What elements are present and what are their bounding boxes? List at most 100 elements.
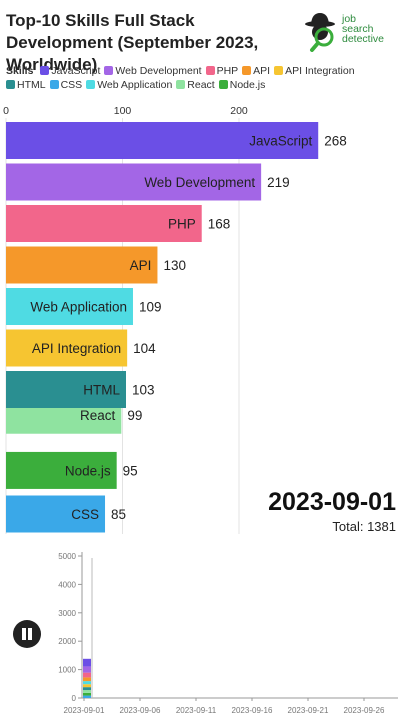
bar-value-label: 168 bbox=[208, 217, 231, 232]
bar-value-label: 85 bbox=[111, 507, 126, 522]
legend-swatch bbox=[6, 80, 15, 89]
legend-swatch bbox=[49, 80, 59, 89]
chart-title: Top-10 Skills Full Stack Development (Se… bbox=[6, 11, 259, 74]
area-layer bbox=[83, 690, 91, 693]
bar-label: Web Application bbox=[30, 300, 127, 315]
area-layer bbox=[83, 684, 91, 688]
job-search-detective-logo: job search detective bbox=[304, 10, 400, 52]
y-tick-label: 5000 bbox=[58, 552, 76, 561]
y-tick-label: 4000 bbox=[58, 580, 76, 589]
legend-label: PHP bbox=[216, 65, 239, 77]
area-layer bbox=[83, 666, 91, 673]
bar-label: React bbox=[80, 408, 116, 423]
bar bbox=[6, 246, 158, 284]
x-tick-label: 2023-09-06 bbox=[120, 706, 161, 715]
x-tick-label: 100 bbox=[114, 105, 132, 117]
total-count: Total: 1381 bbox=[332, 519, 396, 534]
bar-label: Web Development bbox=[144, 175, 255, 190]
pause-button[interactable] bbox=[13, 620, 41, 648]
bar-value-label: 268 bbox=[324, 134, 347, 149]
legend-swatch bbox=[86, 80, 96, 89]
bar-label: HTML bbox=[83, 383, 120, 398]
detective-icon bbox=[305, 13, 335, 52]
bar-value-label: 130 bbox=[163, 258, 186, 273]
bar bbox=[6, 329, 128, 367]
y-tick-label: 1000 bbox=[58, 666, 76, 675]
bar-label: API bbox=[130, 258, 152, 273]
legend-swatch bbox=[176, 80, 186, 89]
current-date: 2023-09-01 bbox=[268, 488, 396, 516]
bar-value-label: 109 bbox=[139, 300, 162, 315]
bar bbox=[6, 495, 106, 533]
legend-item[interactable]: CSS bbox=[49, 78, 83, 92]
bar-label: JavaScript bbox=[249, 134, 312, 149]
bar bbox=[6, 163, 262, 201]
legend-label: React bbox=[187, 79, 215, 91]
y-tick-label: 3000 bbox=[58, 609, 76, 618]
x-tick-label: 200 bbox=[230, 105, 248, 117]
bar-value-label: 104 bbox=[133, 341, 156, 356]
bar-label: Node.js bbox=[65, 463, 111, 478]
legend-items: JavaScript Web Development PHP API API Integ… bbox=[6, 65, 359, 91]
legend-label: API Integration bbox=[285, 65, 355, 77]
legend-label: Web Application bbox=[97, 79, 173, 91]
x-tick-label: 2023-09-11 bbox=[176, 706, 217, 715]
legend-item[interactable]: Node.js bbox=[218, 78, 266, 92]
bar bbox=[6, 288, 133, 325]
bar-label: PHP bbox=[168, 217, 196, 232]
legend-swatch bbox=[242, 66, 252, 75]
x-tick-label: 2023-09-16 bbox=[232, 706, 273, 715]
bar bbox=[6, 122, 319, 159]
legend-label: API bbox=[253, 65, 271, 77]
legend-item[interactable]: PHP bbox=[205, 64, 239, 78]
y-tick-label: 2000 bbox=[58, 637, 76, 646]
area-layer bbox=[83, 687, 91, 691]
bar-value-label: 99 bbox=[127, 408, 142, 423]
legend-title: Skills bbox=[6, 65, 34, 77]
legend-swatch bbox=[40, 66, 50, 75]
legend-item[interactable]: Web Development bbox=[104, 64, 202, 78]
area-layer bbox=[83, 677, 91, 682]
legend-label: JavaScript bbox=[51, 65, 101, 77]
area-layer bbox=[83, 658, 91, 667]
legend-swatch bbox=[205, 66, 215, 75]
legend-item[interactable]: JavaScript bbox=[40, 64, 100, 78]
pause-icon-bar bbox=[28, 628, 32, 640]
legend-label: Web Development bbox=[115, 65, 202, 77]
x-tick-label: 2023-09-01 bbox=[64, 706, 105, 715]
legend-item[interactable]: React bbox=[176, 78, 215, 92]
area-layer bbox=[83, 692, 91, 696]
bar-label: API Integration bbox=[32, 341, 121, 356]
logo-line: search bbox=[342, 23, 374, 35]
legend-item[interactable]: Web Application bbox=[86, 78, 172, 92]
bar-value-label: 103 bbox=[132, 383, 155, 398]
logo-line: job bbox=[342, 13, 357, 25]
bar bbox=[6, 371, 126, 408]
legend-swatch bbox=[104, 66, 114, 75]
legend-label: HTML bbox=[17, 79, 46, 91]
area-layer bbox=[83, 695, 91, 698]
bar-label: CSS bbox=[71, 507, 99, 522]
bar-value-label: 95 bbox=[123, 463, 138, 478]
x-tick-label: 2023-09-21 bbox=[288, 706, 329, 715]
x-tick-label: 0 bbox=[3, 105, 9, 117]
legend-item[interactable]: API Integration bbox=[274, 64, 355, 78]
legend-label: CSS bbox=[60, 79, 83, 91]
area-layer bbox=[83, 681, 91, 685]
bar-chart: 0 100 200 JavaScript 268 Web Development 219 PH… bbox=[3, 105, 347, 534]
y-tick-label: 0 bbox=[72, 694, 77, 703]
bar-value-label: 219 bbox=[267, 175, 290, 190]
bar bbox=[6, 451, 117, 489]
logo-text: job search detective bbox=[342, 13, 385, 45]
legend-label: Node.js bbox=[229, 79, 266, 91]
legend-item[interactable]: HTML bbox=[6, 78, 46, 92]
legend-item[interactable]: API bbox=[242, 64, 270, 78]
legend-swatch bbox=[274, 66, 284, 75]
area-layer bbox=[83, 672, 91, 678]
bar bbox=[6, 205, 202, 242]
logo-line: detective bbox=[342, 33, 385, 45]
legend-swatch bbox=[218, 80, 228, 89]
pause-icon-bar bbox=[22, 628, 26, 640]
legend: Skills JavaScript Web Development PHP API AP… bbox=[6, 64, 396, 92]
